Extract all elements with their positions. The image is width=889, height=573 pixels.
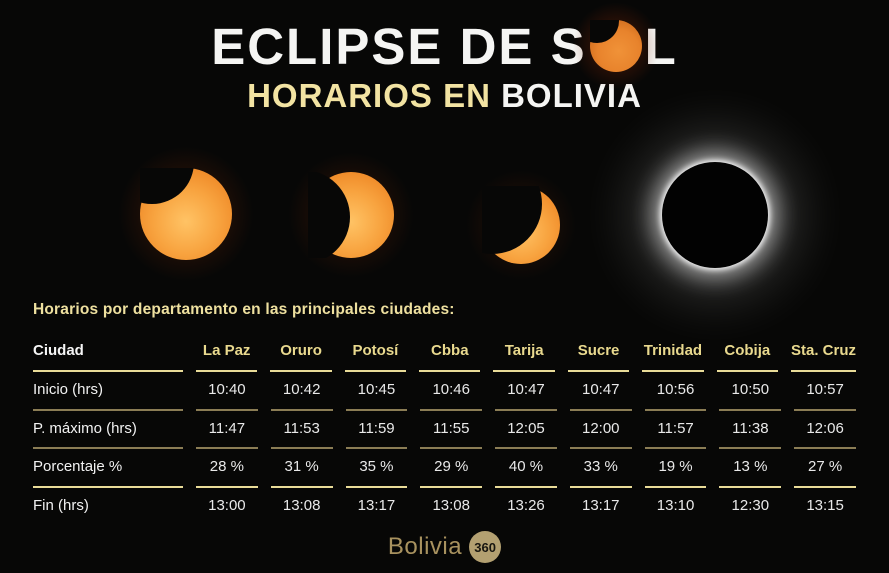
value-cell: 11:57 — [644, 411, 707, 450]
value-cell: 13:10 — [656, 497, 695, 514]
value-cell: 11:53 — [270, 411, 333, 450]
value-cell: 13:00 — [208, 497, 246, 514]
value-cell: 31 % — [270, 449, 333, 488]
value-cell: 40 % — [495, 449, 557, 488]
value-cell: 13:08 — [282, 497, 321, 514]
value-cell: 12:06 — [794, 411, 856, 450]
footer-logo: Bolivia 360 — [0, 531, 889, 563]
value-cell: 10:56 — [644, 372, 707, 411]
page-title: ECLIPSE DE S L — [0, 2, 889, 90]
brand-360-badge: 360 — [469, 531, 502, 563]
city-header: Cbba — [419, 333, 481, 372]
brand-name: Bolivia — [387, 533, 463, 560]
corner-label: Ciudad — [33, 333, 183, 372]
value-cell: 12:00 — [569, 411, 632, 450]
value-cell: 13:15 — [806, 497, 844, 514]
table-row: P. máximo (hrs) 11:47 11:53 11:59 11:55 12:05… — [33, 411, 856, 450]
phase-clip — [482, 186, 560, 264]
value-cell: 13:26 — [507, 497, 545, 514]
value-cell: 11:55 — [420, 411, 483, 450]
city-header: Sta. Cruz — [790, 333, 856, 372]
value-cell: 10:42 — [270, 372, 333, 411]
city-header: Trinidad — [642, 333, 704, 372]
value-cell: 29 % — [420, 449, 483, 488]
city-header: La Paz — [196, 333, 258, 372]
value-cell: 13:17 — [581, 497, 620, 514]
value-cell: 27 % — [794, 449, 856, 488]
eclipsed-sun-icon — [571, 2, 660, 90]
value-cell: 10:47 — [569, 372, 632, 411]
table-row: Porcentaje % 28 % 31 % 35 % 29 % 40 % 33 % 19 %… — [33, 449, 856, 488]
phase-clip — [140, 168, 232, 260]
city-header: Tarija — [493, 333, 555, 372]
value-cell: 10:50 — [719, 372, 782, 411]
value-cell: 10:46 — [420, 372, 483, 411]
city-header: Sucre — [567, 333, 630, 372]
table-row: Fin (hrs) 13:00 13:08 13:17 13:08 13:26 13:17 1… — [33, 488, 856, 525]
row-label: Fin (hrs) — [33, 497, 89, 514]
value-cell: 12:30 — [731, 497, 770, 514]
row-label: Porcentaje % — [33, 449, 183, 488]
value-cell: 19 % — [644, 449, 707, 488]
page-subtitle: HORARIOS EN BOLIVIA — [0, 79, 889, 112]
value-cell: 10:45 — [345, 372, 408, 411]
value-cell: 11:38 — [719, 411, 782, 450]
value-cell: 13:08 — [432, 497, 470, 514]
value-cell: 28 % — [196, 449, 258, 488]
row-label: Inicio (hrs) — [33, 372, 183, 411]
value-cell: 10:47 — [495, 372, 557, 411]
section-heading: Horarios por departamento en las princip… — [33, 301, 455, 318]
value-cell: 10:57 — [794, 372, 856, 411]
value-cell: 33 % — [569, 449, 632, 488]
total-eclipse-corona — [662, 162, 768, 268]
value-cell: 35 % — [345, 449, 408, 488]
eclipse-phase-1-image — [116, 144, 256, 284]
city-header: Potosí — [344, 333, 407, 372]
title-block: ECLIPSE DE S L HORARIOS EN BOLIVIA — [0, 2, 889, 112]
sun-clip — [589, 20, 642, 72]
eclipse-phase-2-image — [286, 150, 416, 280]
value-cell: 12:05 — [495, 411, 557, 450]
value-cell: 10:40 — [196, 372, 258, 411]
value-cell: 13 % — [719, 449, 782, 488]
title-text-pre: ECLIPSE DE S — [211, 17, 587, 75]
moon-bite — [589, 20, 619, 43]
table-row: Inicio (hrs) 10:40 10:42 10:45 10:46 10:47 10:… — [33, 372, 856, 411]
value-cell: 11:47 — [196, 411, 258, 450]
subtitle-highlight: HORARIOS EN — [247, 77, 491, 114]
eclipse-phase-3-image — [464, 168, 578, 282]
eclipse-phase-4-total-image — [662, 162, 768, 268]
value-cell: 11:59 — [345, 411, 408, 450]
schedule-table: Ciudad La Paz Oruro Potosí Cbba Tarija Sucre Tr… — [33, 333, 856, 525]
phase-clip — [308, 172, 394, 258]
row-label: P. máximo (hrs) — [33, 411, 183, 450]
city-header: Oruro — [270, 333, 332, 372]
value-cell: 13:17 — [357, 497, 396, 514]
table-header-row: Ciudad La Paz Oruro Potosí Cbba Tarija Sucre Tr… — [33, 333, 856, 372]
city-header: Cobija — [716, 333, 778, 372]
